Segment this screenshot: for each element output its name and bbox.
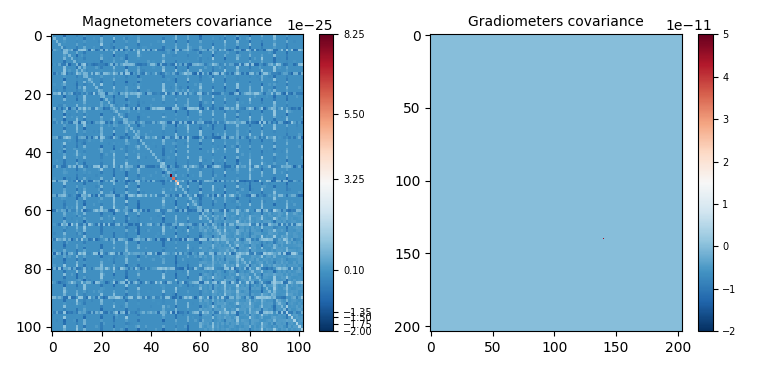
Title: Magnetometers covariance: Magnetometers covariance <box>82 15 272 29</box>
Title: Gradiometers covariance: Gradiometers covariance <box>468 15 644 29</box>
